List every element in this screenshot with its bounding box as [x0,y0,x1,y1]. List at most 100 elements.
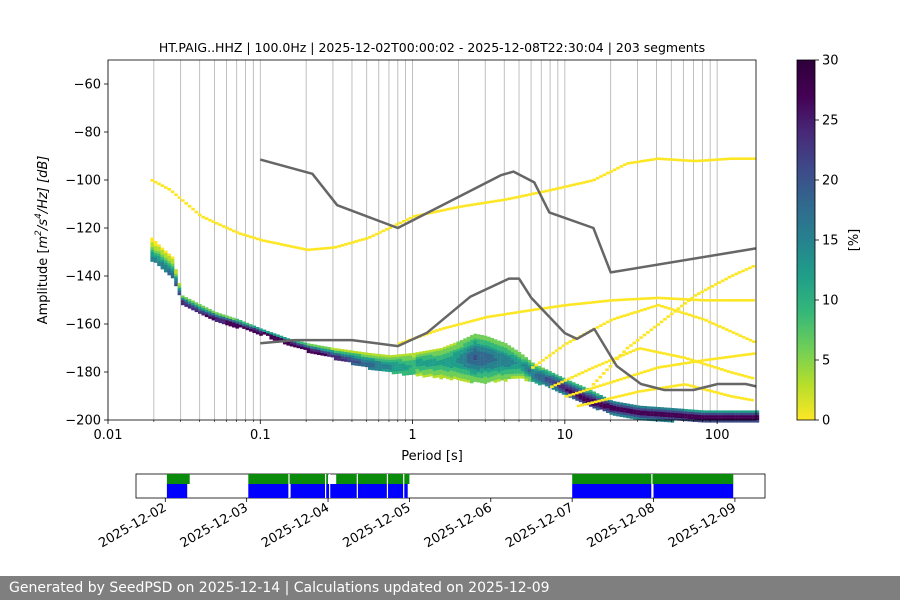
psd-sparse-cell [493,199,498,203]
psd-sparse-cell [661,386,666,389]
psd-cell [419,351,423,355]
psd-cell [439,372,443,375]
psd-cell [439,362,443,365]
psd-cell [578,394,583,398]
psd-cell [483,374,488,377]
psd-sparse-cell [428,331,432,335]
chart-title: HT.PAIG..HHZ | 100.0Hz | 2025-12-02T00:0… [159,40,705,55]
psd-cell [160,266,165,270]
psd-cell [201,312,205,316]
psd-sparse-cell [612,298,616,302]
psd-cell [510,354,515,358]
psd-sparse-cell [636,160,641,164]
psd-cell [425,350,430,353]
psd-cell [174,281,178,284]
psd-cell [221,319,226,322]
psd-cell [432,351,437,355]
psd-sparse-cell [646,331,650,334]
psd-cell [660,407,664,410]
psd-sparse-cell [737,271,742,274]
psd-cell [449,351,454,354]
psd-cell [385,357,389,360]
psd-cell [327,351,331,355]
psd-cell [425,369,430,373]
availability-psd-segment [329,484,407,498]
psd-cell [303,347,307,350]
psd-cell [731,417,736,421]
psd-cell [674,410,678,414]
psd-sparse-cell [714,283,718,286]
psd-cell [439,360,443,363]
psd-cell [463,345,467,349]
psd-cell [442,346,447,350]
psd-cell [497,371,501,375]
psd-cell [194,304,199,308]
psd-sparse-cell [446,207,450,211]
psd-cell [731,410,736,413]
psd-cell [463,369,467,373]
psd-cell [453,354,457,358]
psd-cell [466,375,471,378]
psd-cell [204,309,209,313]
psd-cell [548,371,552,374]
psd-cell [555,381,559,385]
psd-cell [419,354,423,357]
psd-cell [538,377,542,381]
psd-cell [456,341,460,345]
psd-cell [466,348,471,352]
psd-cell [480,347,484,350]
psd-cell [446,352,450,356]
psd-cell [470,347,474,350]
psd-cell [572,387,576,390]
psd-sparse-cell [707,286,711,290]
psd-cell [225,320,229,323]
psd-cell [582,393,586,397]
psd-cell [487,379,491,383]
psd-cell [245,322,250,326]
psd-sparse-cell [711,322,715,325]
psd-cell [470,368,474,372]
psd-sparse-cell [642,297,647,300]
psd-cell [378,366,382,369]
psd-cell [575,388,579,392]
psd-sparse-cell [709,389,714,393]
psd-cell [514,352,518,355]
psd-cell [541,382,545,385]
psd-cell [500,353,505,357]
psd-cell [470,335,474,338]
psd-cell [483,362,488,365]
psd-cell [442,353,447,357]
psd-cell [606,403,610,406]
psd-sparse-cell [571,338,576,342]
psd-sparse-cell [731,274,735,277]
psd-sparse-cell [714,323,719,327]
psd-sparse-cell [675,384,680,387]
psd-sparse-cell [602,173,607,177]
psd-cell [361,354,365,357]
psd-sparse-cell [582,181,586,184]
psd-sparse-cell [669,297,674,300]
psd-sparse-cell [714,299,718,302]
psd-cell [459,347,464,350]
psd-sparse-cell [733,395,737,399]
psd-cell [742,412,746,416]
psd-cell [442,375,447,379]
psd-sparse-cell [398,221,403,225]
psd-sparse-cell [541,359,545,362]
psd-sparse-cell [541,190,545,193]
psd-cell [490,359,494,363]
psd-sparse-cell [616,166,620,170]
psd-cell [514,349,518,353]
psd-cell [555,379,559,382]
psd-sparse-cell [729,395,734,398]
psd-sparse-cell [587,368,592,371]
psd-cell [589,394,593,398]
psd-cell [395,364,399,367]
psd-cell [459,359,464,362]
psd-cell [640,410,644,414]
psd-cell [483,347,488,351]
psd-sparse-cell [449,207,454,210]
psd-cell [578,385,583,388]
psd-cell [483,369,488,372]
